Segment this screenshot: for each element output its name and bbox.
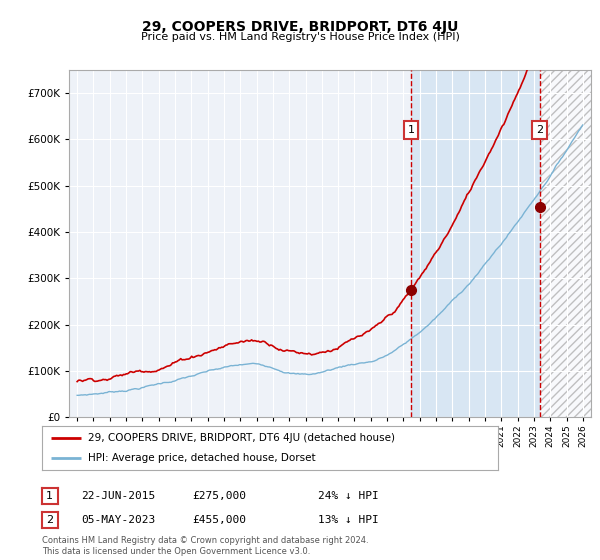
Text: 05-MAY-2023: 05-MAY-2023 — [81, 515, 155, 525]
Text: Contains HM Land Registry data © Crown copyright and database right 2024.
This d: Contains HM Land Registry data © Crown c… — [42, 536, 368, 556]
Text: £275,000: £275,000 — [192, 491, 246, 501]
Text: £455,000: £455,000 — [192, 515, 246, 525]
Bar — [411, 70, 540, 417]
Text: 1: 1 — [46, 491, 53, 501]
Bar — [540, 70, 591, 417]
Text: 1: 1 — [407, 125, 415, 135]
Text: 29, COOPERS DRIVE, BRIDPORT, DT6 4JU: 29, COOPERS DRIVE, BRIDPORT, DT6 4JU — [142, 20, 458, 34]
Text: 2: 2 — [46, 515, 53, 525]
Text: 2: 2 — [536, 125, 544, 135]
Text: 24% ↓ HPI: 24% ↓ HPI — [318, 491, 379, 501]
Text: 22-JUN-2015: 22-JUN-2015 — [81, 491, 155, 501]
Text: 29, COOPERS DRIVE, BRIDPORT, DT6 4JU (detached house): 29, COOPERS DRIVE, BRIDPORT, DT6 4JU (de… — [88, 433, 395, 443]
Text: Price paid vs. HM Land Registry's House Price Index (HPI): Price paid vs. HM Land Registry's House … — [140, 32, 460, 43]
Text: HPI: Average price, detached house, Dorset: HPI: Average price, detached house, Dors… — [88, 453, 315, 463]
Text: 13% ↓ HPI: 13% ↓ HPI — [318, 515, 379, 525]
